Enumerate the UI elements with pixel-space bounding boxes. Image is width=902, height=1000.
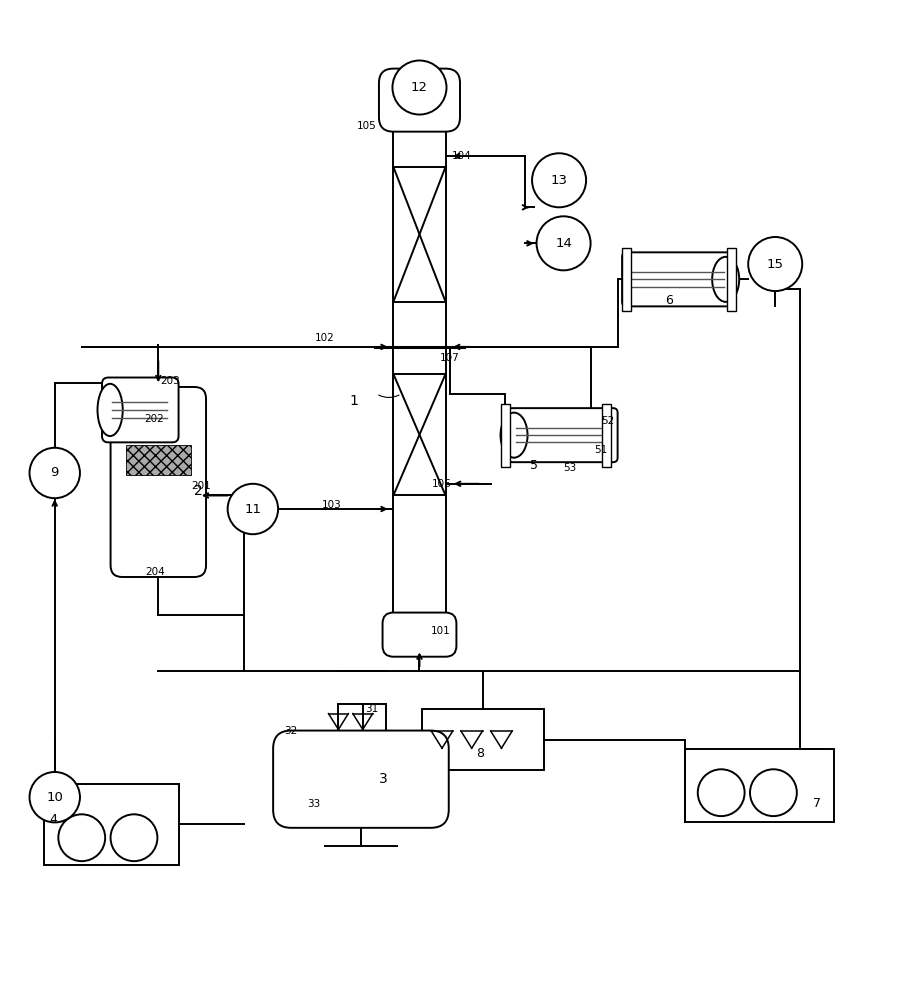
Text: 7: 7 — [813, 797, 821, 810]
Bar — [44, 784, 179, 865]
Text: 13: 13 — [550, 174, 567, 187]
FancyBboxPatch shape — [622, 252, 732, 306]
Text: 102: 102 — [315, 333, 335, 343]
Text: 3: 3 — [379, 772, 388, 786]
Text: 11: 11 — [244, 503, 262, 516]
Text: 204: 204 — [146, 567, 165, 577]
Text: 106: 106 — [432, 479, 452, 489]
Text: 107: 107 — [439, 353, 459, 363]
FancyBboxPatch shape — [382, 613, 456, 657]
Text: 201: 201 — [190, 481, 210, 491]
Circle shape — [111, 814, 158, 861]
Circle shape — [698, 769, 744, 816]
Bar — [686, 749, 833, 822]
Text: 15: 15 — [767, 258, 784, 271]
Text: 1: 1 — [349, 394, 358, 408]
Ellipse shape — [501, 413, 528, 458]
Text: 4: 4 — [49, 813, 57, 826]
Text: 33: 33 — [308, 799, 321, 809]
Text: 10: 10 — [46, 791, 63, 804]
Bar — [501, 404, 510, 467]
Circle shape — [392, 61, 446, 115]
Circle shape — [227, 484, 278, 534]
Circle shape — [750, 769, 796, 816]
Text: 203: 203 — [161, 376, 179, 386]
Text: 105: 105 — [356, 121, 376, 131]
Circle shape — [537, 216, 591, 270]
Bar — [622, 248, 631, 311]
FancyBboxPatch shape — [508, 408, 618, 462]
Text: 53: 53 — [563, 463, 576, 473]
FancyBboxPatch shape — [111, 387, 206, 577]
FancyBboxPatch shape — [102, 378, 179, 442]
Text: 52: 52 — [601, 416, 614, 426]
Text: 9: 9 — [51, 466, 59, 479]
Circle shape — [532, 153, 586, 207]
Text: 103: 103 — [322, 500, 342, 510]
Text: 2: 2 — [195, 484, 203, 498]
Circle shape — [30, 448, 80, 498]
FancyBboxPatch shape — [273, 731, 449, 828]
Circle shape — [30, 772, 80, 822]
FancyBboxPatch shape — [379, 69, 460, 132]
Text: 31: 31 — [365, 704, 378, 714]
Text: 104: 104 — [452, 151, 472, 161]
Text: 32: 32 — [284, 726, 298, 736]
Circle shape — [59, 814, 106, 861]
Text: 6: 6 — [665, 294, 673, 307]
Bar — [728, 248, 737, 311]
Bar — [126, 445, 190, 475]
Text: 8: 8 — [476, 747, 483, 760]
Text: 14: 14 — [555, 237, 572, 250]
Text: 202: 202 — [144, 414, 163, 424]
Ellipse shape — [713, 257, 740, 302]
Text: 5: 5 — [529, 459, 538, 472]
Text: 51: 51 — [594, 445, 607, 455]
Bar — [422, 709, 544, 770]
Circle shape — [748, 237, 802, 291]
Bar — [603, 404, 612, 467]
Ellipse shape — [97, 384, 123, 436]
Text: 101: 101 — [430, 626, 450, 636]
Text: 12: 12 — [411, 81, 428, 94]
